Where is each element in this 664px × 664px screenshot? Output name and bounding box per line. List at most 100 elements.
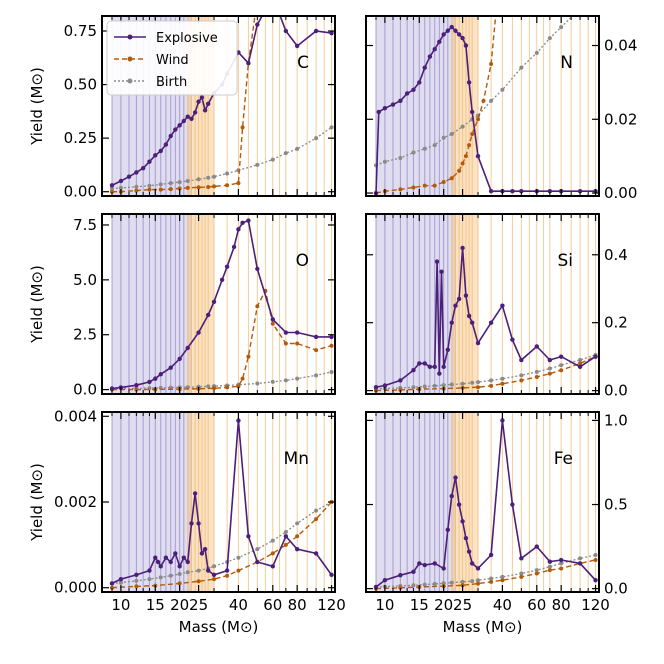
- element-label: O: [296, 251, 309, 271]
- data-point-explosive: [460, 245, 465, 251]
- data-point-birth: [441, 135, 446, 140]
- data-point-explosive: [185, 114, 190, 119]
- data-point-explosive: [283, 28, 289, 34]
- data-point-birth: [411, 385, 416, 390]
- y-tick-label: 5.0: [73, 271, 97, 289]
- data-point-explosive: [109, 581, 115, 586]
- x-tick-label: 40: [229, 596, 248, 614]
- data-point-birth: [578, 556, 583, 561]
- data-point-explosive: [547, 357, 553, 363]
- data-point-explosive: [211, 572, 217, 578]
- data-point-explosive: [456, 502, 462, 507]
- data-point-birth: [109, 186, 114, 191]
- plot-frame: [365, 411, 600, 593]
- data-point-wind: [206, 185, 211, 189]
- y-tick-label: 0.004: [54, 407, 97, 425]
- data-point-wind: [467, 143, 472, 148]
- y-tick-label: 0.00: [604, 184, 637, 202]
- data-point-birth: [500, 376, 505, 381]
- data-point-birth: [470, 579, 475, 584]
- data-point-explosive: [422, 562, 427, 568]
- data-point-birth: [329, 125, 334, 130]
- data-point-birth: [283, 151, 288, 156]
- data-point-explosive: [177, 123, 182, 128]
- data-point-wind: [236, 568, 241, 573]
- x-tick-label: 20: [170, 596, 189, 614]
- data-point-explosive: [224, 264, 230, 269]
- data-point-explosive: [118, 178, 124, 184]
- data-point-birth: [578, 358, 583, 363]
- data-point-explosive: [189, 521, 194, 526]
- data-point-explosive: [469, 109, 475, 115]
- data-point-wind: [212, 386, 217, 391]
- y-tick-label: 0.02: [604, 110, 637, 128]
- data-point-birth: [147, 183, 152, 188]
- x-tick-label: 25: [453, 596, 472, 614]
- data-point-explosive: [329, 30, 334, 36]
- data-point-birth: [489, 378, 494, 383]
- data-point-explosive: [439, 269, 444, 274]
- data-point-explosive: [153, 555, 158, 560]
- data-point-explosive: [294, 330, 300, 335]
- data-point-wind: [411, 185, 416, 190]
- data-point-birth: [314, 136, 319, 141]
- data-point-explosive: [453, 28, 458, 33]
- element-label: Si: [557, 251, 573, 271]
- data-point-explosive: [224, 568, 230, 573]
- data-point-birth: [432, 383, 437, 388]
- data-point-explosive: [255, 559, 260, 565]
- data-point-birth: [118, 580, 123, 585]
- data-point-explosive: [432, 46, 437, 52]
- data-point-birth: [460, 124, 465, 129]
- data-point-explosive: [219, 277, 225, 283]
- data-point-explosive: [189, 116, 194, 122]
- x-tick-label: 40: [493, 596, 512, 614]
- x-tick-label: 60: [527, 596, 546, 614]
- data-point-explosive: [313, 551, 319, 556]
- x-tick-label: 120: [581, 596, 610, 614]
- data-point-explosive: [519, 556, 524, 561]
- data-point-wind: [295, 534, 300, 539]
- data-point-birth: [134, 578, 139, 583]
- data-point-birth: [519, 373, 524, 378]
- y-tick-label: 0.25: [64, 129, 97, 147]
- data-point-wind: [470, 132, 475, 137]
- data-point-wind: [196, 185, 201, 190]
- data-point-explosive: [475, 566, 481, 571]
- data-point-birth: [441, 581, 446, 586]
- data-point-explosive: [109, 183, 115, 188]
- data-point-explosive: [398, 378, 403, 383]
- data-point-wind: [283, 542, 288, 547]
- data-point-explosive: [547, 189, 553, 194]
- data-point-explosive: [469, 561, 475, 566]
- data-point-wind: [314, 517, 319, 522]
- data-point-explosive: [181, 118, 187, 124]
- data-point-wind: [240, 125, 245, 130]
- element-label: Mn: [284, 449, 309, 469]
- data-point-explosive: [449, 24, 454, 30]
- data-point-explosive: [577, 561, 583, 566]
- x-tick-label: 20: [434, 596, 453, 614]
- x-axis-title: Mass (M⊙): [179, 618, 259, 636]
- data-point-explosive: [294, 43, 300, 49]
- data-point-birth: [449, 132, 454, 137]
- data-point-wind: [593, 558, 598, 563]
- shaded-band: [187, 412, 215, 592]
- data-point-wind: [109, 189, 114, 194]
- data-point-birth: [177, 572, 182, 576]
- data-point-birth: [398, 156, 403, 161]
- y-tick-label: 2.5: [73, 326, 97, 344]
- data-point-birth: [547, 564, 552, 569]
- data-point-explosive: [449, 493, 454, 499]
- legend-label-wind: Wind: [156, 53, 189, 68]
- y-tick-label: 1.0: [604, 411, 628, 429]
- data-point-birth: [500, 574, 505, 579]
- legend-marker-wind: [127, 56, 133, 62]
- y-tick-label: 0.00: [64, 183, 97, 201]
- data-point-wind: [559, 566, 564, 571]
- data-point-birth: [500, 87, 505, 92]
- data-point-wind: [134, 188, 139, 193]
- data-point-wind: [476, 117, 481, 122]
- data-point-explosive: [185, 559, 190, 565]
- data-point-birth: [196, 568, 201, 573]
